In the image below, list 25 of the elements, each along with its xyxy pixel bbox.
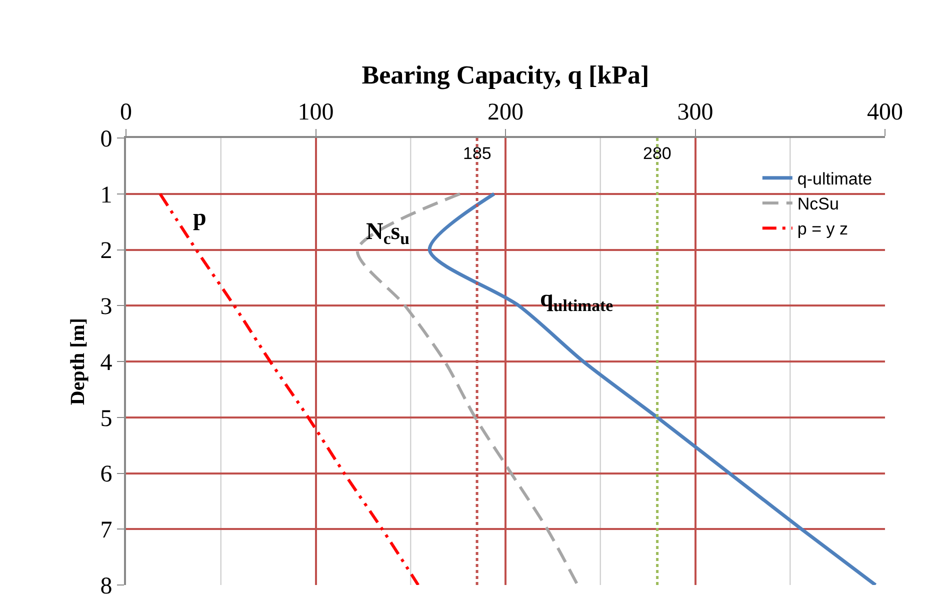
ref-line-label: 185 bbox=[463, 144, 492, 163]
legend-label: q-ultimate bbox=[797, 170, 872, 189]
y-tick-label: 6 bbox=[100, 462, 112, 488]
y-tick-label: 5 bbox=[100, 406, 112, 432]
y-tick-label: 8 bbox=[100, 573, 112, 600]
y-axis-title: Depth [m] bbox=[67, 318, 90, 406]
y-tick-label: 0 bbox=[100, 126, 112, 152]
x-tick-label: 0 bbox=[120, 99, 132, 126]
y-tick-label: 3 bbox=[100, 294, 112, 320]
annotation: N$_{c}$s$_{u}$ bbox=[366, 219, 410, 248]
y-tick-label: 2 bbox=[100, 238, 112, 264]
ref-line-label: 280 bbox=[643, 144, 672, 163]
annotation: p bbox=[193, 205, 206, 231]
y-tick-label: 1 bbox=[100, 182, 112, 208]
line-series bbox=[428, 192, 878, 585]
x-tick-label: 100 bbox=[298, 99, 334, 126]
legend-label: p = y z bbox=[797, 220, 848, 239]
y-tick-label: 4 bbox=[100, 350, 112, 376]
x-tick-label: 400 bbox=[867, 99, 903, 126]
legend-label: NcSu bbox=[797, 194, 839, 214]
x-tick-label: 200 bbox=[488, 99, 524, 126]
x-tick-label: 300 bbox=[677, 99, 714, 126]
line-series bbox=[158, 192, 420, 585]
y-tick-label: 7 bbox=[100, 518, 112, 544]
x-axis-title: Bearing Capacity, q [kPa] bbox=[362, 60, 650, 90]
